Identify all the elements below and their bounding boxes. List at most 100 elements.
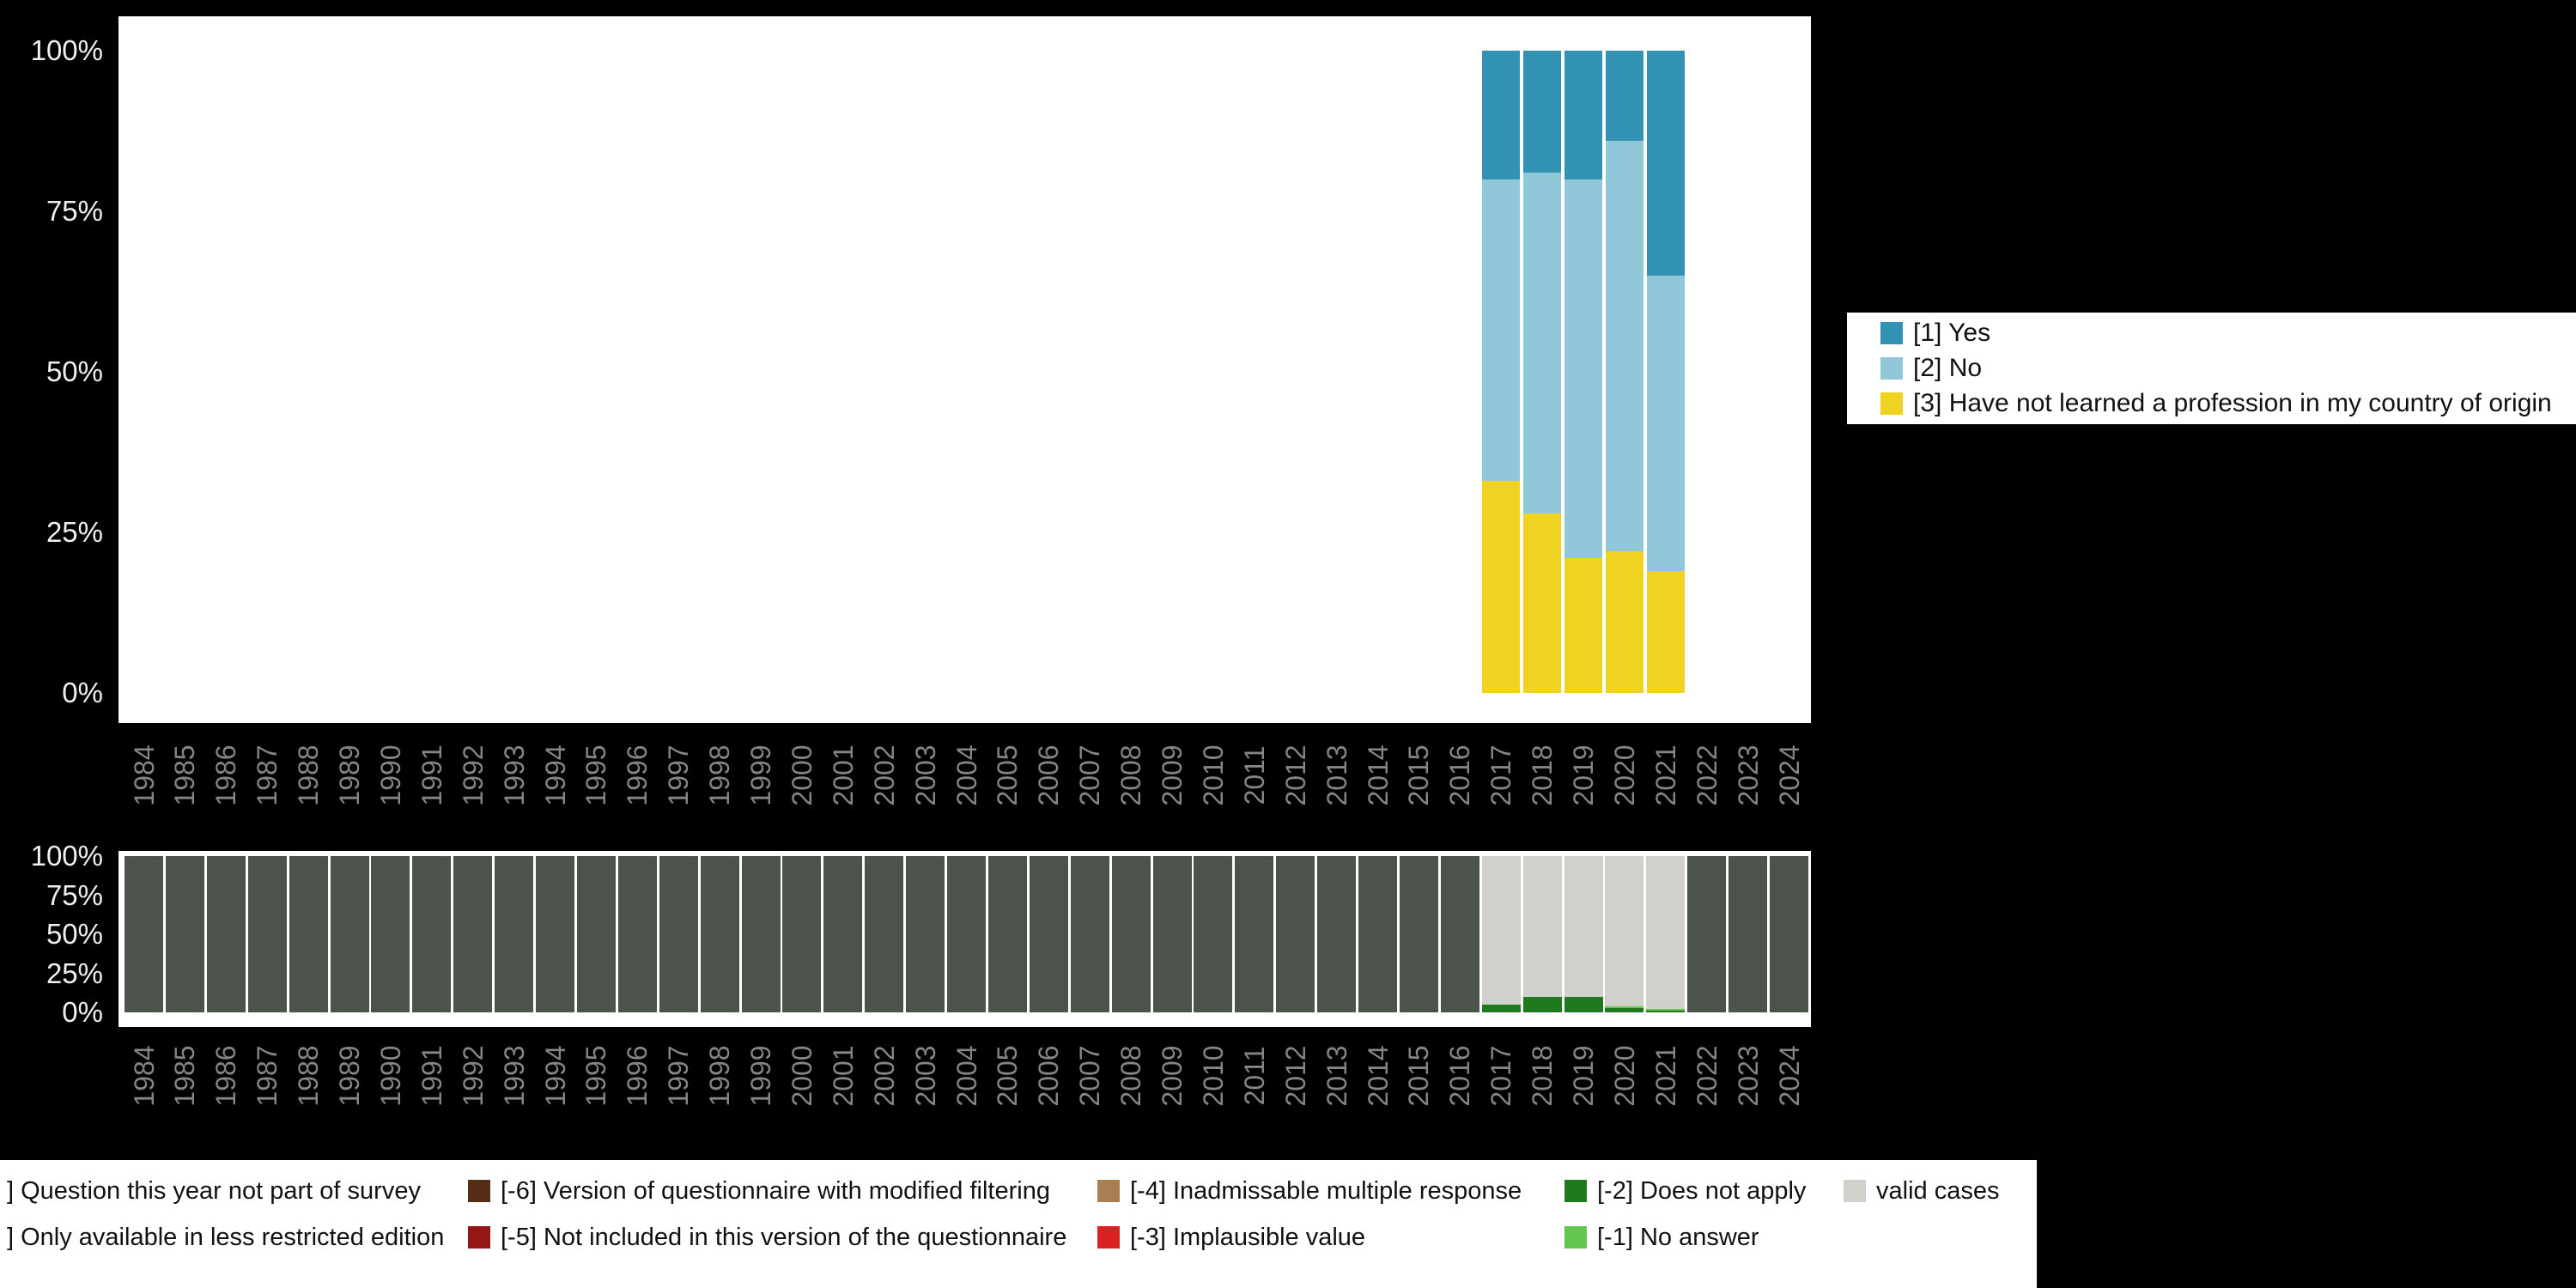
bar-segment <box>1440 856 1479 1012</box>
bar-segment <box>1522 856 1562 997</box>
x-axis-year-label: 2019 <box>1568 1045 1599 1107</box>
bar-segment <box>1646 570 1685 693</box>
x-axis-year-label: 1990 <box>374 1045 406 1107</box>
bar-segment <box>371 856 410 1012</box>
bar-segment <box>1564 51 1602 179</box>
x-axis-year-label: 2001 <box>827 744 859 806</box>
bar-segment <box>1152 856 1192 1012</box>
bar-segment <box>1358 856 1397 1012</box>
x-axis-year-label: 1992 <box>457 744 489 806</box>
bar-segment <box>289 856 328 1012</box>
bar-segment <box>1523 513 1562 693</box>
bar-segment <box>1687 856 1727 1012</box>
x-axis-year-label: 1986 <box>210 1045 242 1107</box>
bar-segment <box>1728 856 1768 1012</box>
x-axis-year-label: 2008 <box>1115 744 1147 806</box>
x-axis-year-label: 1987 <box>252 744 283 806</box>
x-axis-year-label: 2017 <box>1485 1045 1517 1107</box>
bar-segment <box>1605 856 1644 1006</box>
x-axis-year-label: 1999 <box>745 744 776 806</box>
bar-segment <box>823 856 863 1012</box>
x-axis-year-label: 2004 <box>951 744 982 806</box>
bar-segment <box>1646 856 1686 1010</box>
x-axis-year-label: 1996 <box>622 744 653 806</box>
x-axis-year-label: 2006 <box>1033 1045 1065 1107</box>
legend-entry: [3] Have not learned a profession in my … <box>1880 389 2576 418</box>
x-axis-year-label: 1995 <box>580 1045 612 1107</box>
bar-segment <box>1481 1004 1521 1012</box>
bar-segment <box>782 856 822 1012</box>
x-axis-year-label: 1990 <box>374 744 406 806</box>
x-axis-year-label: 1997 <box>663 1045 695 1107</box>
bar-segment <box>1646 51 1685 276</box>
bar-segment <box>1482 481 1521 693</box>
bar-segment <box>1564 996 1603 1012</box>
legend-swatch <box>1880 392 1903 415</box>
x-axis-year-label: 2011 <box>1238 745 1270 805</box>
y-axis-tick-label: 75% <box>46 878 103 911</box>
x-axis-year-label: 2020 <box>1608 1045 1640 1107</box>
x-axis-year-label: 1991 <box>416 744 447 806</box>
x-axis-year-label: 1999 <box>745 1045 776 1107</box>
bar-segment <box>453 856 493 1012</box>
legend-entry: [1] Yes <box>1880 319 2576 348</box>
x-axis-year-label: 2018 <box>1527 1045 1558 1107</box>
x-axis-year-label: 2020 <box>1608 744 1640 806</box>
bar-segment <box>906 856 945 1012</box>
x-axis-year-label: 2021 <box>1649 1045 1681 1107</box>
x-axis-year-label: 2001 <box>827 1045 859 1107</box>
x-axis-year-label: 1991 <box>416 1045 447 1107</box>
legend-swatch <box>1097 1180 1120 1202</box>
x-axis-year-label: 1996 <box>622 1045 653 1107</box>
legend-label: valid cases <box>1876 1176 2000 1205</box>
x-axis-year-label: 1989 <box>334 1045 365 1107</box>
bar-segment <box>617 856 657 1012</box>
x-axis-year-label: 1985 <box>169 744 201 806</box>
x-axis-year-label: 1988 <box>293 744 325 806</box>
x-axis-year-label: 1986 <box>210 744 242 806</box>
x-axis-year-label: 1994 <box>539 744 571 806</box>
y-axis-tick-label: 75% <box>46 195 103 227</box>
legend-label: [3] Have not learned a profession in my … <box>1913 389 2552 417</box>
x-axis-year-label: 2019 <box>1568 744 1599 806</box>
x-axis-year-label: 1987 <box>252 1045 283 1107</box>
legend-label: [-3] Implausible value <box>1130 1223 1366 1251</box>
x-axis-year-label: 2010 <box>1197 1045 1229 1107</box>
bar-segment <box>412 856 452 1012</box>
x-axis-year-label: 2012 <box>1279 1045 1311 1107</box>
legend-swatch <box>468 1226 490 1249</box>
bar-segment <box>1646 1011 1686 1012</box>
x-axis-year-label: 1993 <box>498 1045 530 1107</box>
bar-segment <box>1605 51 1643 141</box>
x-axis-year-label: 2013 <box>1321 1045 1352 1107</box>
missings-chart-plot-area <box>118 851 1811 1027</box>
legend-entry: [-2] Does not apply <box>1564 1176 1807 1205</box>
x-axis-year-label: 1985 <box>169 1045 201 1107</box>
x-axis-year-label: 2002 <box>868 1045 900 1107</box>
legend-label: [-2] Does not apply <box>1597 1176 1807 1205</box>
bar-segment <box>1646 275 1685 571</box>
x-axis-year-label: 1998 <box>704 1045 736 1107</box>
y-axis-tick-label: 25% <box>46 516 103 548</box>
bar-segment <box>330 856 369 1012</box>
bar-segment <box>1235 856 1274 1012</box>
bar-segment <box>1564 179 1602 558</box>
bar-segment <box>206 856 246 1012</box>
bar-segment <box>165 856 204 1012</box>
x-axis-year-label: 2014 <box>1362 744 1394 806</box>
bar-segment <box>536 856 574 1012</box>
bar-segment <box>1317 856 1357 1012</box>
y-axis-tick-label: 100% <box>30 34 103 66</box>
legend-swatch <box>1880 322 1903 344</box>
legend-label: [-1] No answer <box>1597 1223 1759 1251</box>
bar-segment <box>247 856 287 1012</box>
x-axis-year-label: 2011 <box>1238 1046 1270 1106</box>
x-axis-year-label: 2005 <box>992 1045 1024 1107</box>
bar-segment <box>1523 51 1562 173</box>
x-axis-year-label: 2024 <box>1773 1045 1805 1107</box>
x-axis-year-label: 2023 <box>1732 1045 1764 1107</box>
legend-swatch <box>1564 1180 1587 1202</box>
legend-label: [-4] Inadmissable multiple response <box>1130 1176 1522 1205</box>
x-axis-year-label: 2004 <box>951 1045 982 1107</box>
